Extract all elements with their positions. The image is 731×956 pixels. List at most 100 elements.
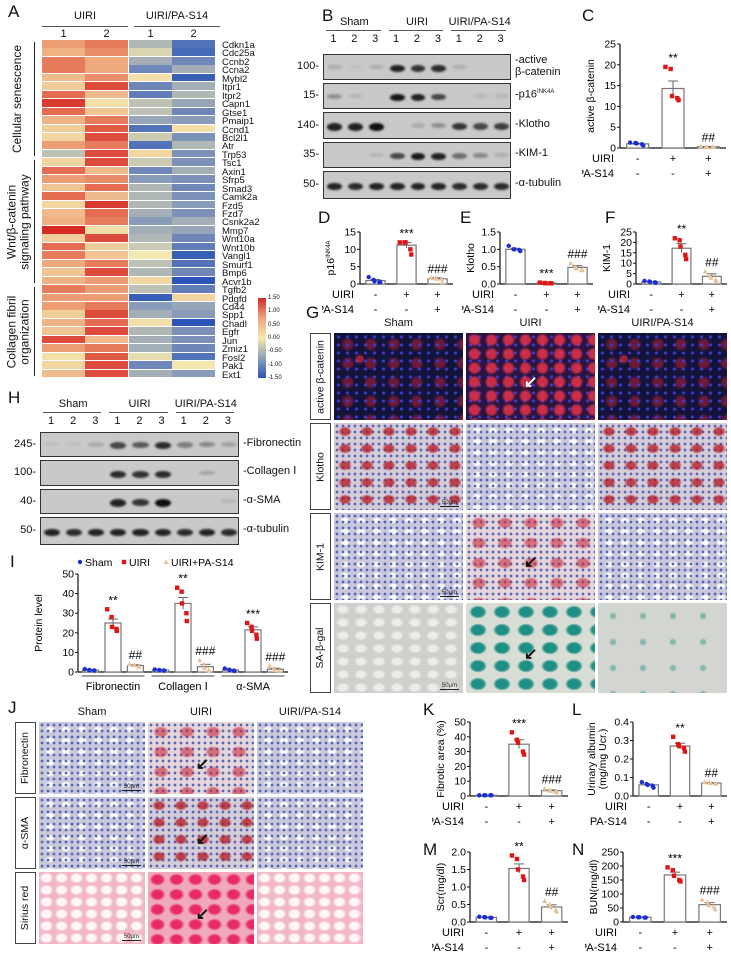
blot-band xyxy=(452,64,468,70)
blot-row xyxy=(323,142,511,168)
lane-number: 2 xyxy=(351,33,358,45)
gene-label: Csnk2a2 xyxy=(222,217,260,229)
micrograph-row-label-box xyxy=(310,603,331,693)
data-point xyxy=(554,908,560,914)
heatmap-cell xyxy=(42,158,85,166)
colorbar-tick: -1.50 xyxy=(268,374,282,381)
lane-number: 2 xyxy=(70,415,77,427)
bar-chart-c: 0 5 10 15 20 25 active β-catenin ** ## UIRI - + + PA-… xyxy=(582,39,726,180)
data-point xyxy=(707,780,713,786)
heatmap-cell xyxy=(85,369,128,378)
y-tick-label: 0.0 xyxy=(614,791,629,803)
lane-number: 3 xyxy=(497,33,504,45)
heatmap-cell xyxy=(129,234,172,242)
heatmap-cell xyxy=(172,56,215,65)
y-tick-label: 25 xyxy=(620,227,632,239)
heatmap-col: 2 xyxy=(190,28,197,40)
panel-label-h: H xyxy=(8,388,21,407)
y-tick-label: 50 xyxy=(454,717,466,729)
heatmap-cell xyxy=(85,107,128,116)
heatmap-cell xyxy=(172,65,215,73)
blot-band xyxy=(66,442,83,447)
heatmap-cell xyxy=(85,276,128,285)
data-point xyxy=(548,788,554,793)
micrograph-row-label: Fibronectin xyxy=(19,732,32,784)
condition-sign: - xyxy=(636,153,640,165)
micrograph-image xyxy=(598,333,727,420)
arrow-icon: ↙ xyxy=(524,374,538,392)
condition-sign: - xyxy=(638,927,642,939)
heatmap-cell xyxy=(129,209,172,217)
data-point xyxy=(672,236,678,241)
heatmap-cell xyxy=(172,352,215,361)
blot-band xyxy=(220,442,237,447)
heatmap-cell xyxy=(85,99,128,107)
heatmap-cell xyxy=(129,90,172,99)
micrograph-image: 50μm xyxy=(39,722,145,794)
blot-label-text: -α-tubulin xyxy=(243,523,290,535)
y-axis-label: Klotho xyxy=(465,243,477,273)
data-point xyxy=(409,252,414,257)
blot-label-text: -Klotho xyxy=(515,117,550,130)
blot-band xyxy=(66,528,83,536)
heatmap-col: 1 xyxy=(147,28,154,40)
scale-bar: 50μm xyxy=(439,500,459,507)
data-point xyxy=(184,611,189,616)
heatmap-cell xyxy=(85,65,128,73)
y-tick-label: 0.0 xyxy=(481,279,496,291)
section-bracket xyxy=(34,160,35,284)
bar-chart-e: 0.0 0.5 1.0 1.5 Klotho *** ### UIRI - + + PA-S14 - - + xyxy=(462,227,593,316)
heatmap-cell xyxy=(85,361,128,369)
blot-band xyxy=(220,528,237,536)
condition-sign: + xyxy=(403,289,409,301)
bar xyxy=(508,867,530,923)
data-point xyxy=(670,734,676,739)
blot-label-text: -Fibronectin xyxy=(243,436,302,449)
heatmap-cell xyxy=(172,99,215,107)
heatmap-cell xyxy=(85,301,128,310)
y-tick-label: 100 xyxy=(601,889,619,901)
y-tick-label: 40 xyxy=(454,731,466,743)
heatmap-cell xyxy=(129,293,172,302)
blot-group-label: UIRI/PA-S14 xyxy=(448,16,511,28)
significance-marker: ## xyxy=(705,766,719,780)
micrograph-row-label-box xyxy=(15,722,36,794)
blot-band xyxy=(347,64,363,69)
condition-sign: - xyxy=(405,304,409,316)
micrograph-image: ↙ xyxy=(148,797,254,869)
data-point xyxy=(669,93,675,99)
condition-sign: + xyxy=(543,289,549,301)
micrograph-column-label: UIRI xyxy=(190,706,212,718)
data-point xyxy=(136,664,142,670)
y-axis-label-text: KIM-1 xyxy=(601,244,613,272)
bar xyxy=(174,602,192,673)
condition-sign: - xyxy=(678,816,682,828)
bar-chart-k: 0 10 20 30 40 50 Fibrotic area (%) *** ### UIRI - +… xyxy=(432,716,568,828)
data-point xyxy=(642,278,647,284)
data-point xyxy=(222,666,227,671)
significance-marker: ## xyxy=(702,130,716,144)
heatmap-cell xyxy=(42,56,85,65)
condition-label: PA-S14 xyxy=(322,304,354,316)
lane-number: 3 xyxy=(92,415,99,427)
condition-sign: + xyxy=(548,801,554,813)
y-axis-label-text: active β-catenin xyxy=(585,59,597,133)
data-point xyxy=(206,668,212,674)
bar xyxy=(540,906,563,923)
blot-band xyxy=(110,499,127,507)
bar xyxy=(396,244,417,285)
y-tick-label: 20 xyxy=(62,627,74,639)
significance-marker: ** xyxy=(178,572,188,586)
gene-label: Fosl2 xyxy=(222,352,246,364)
heatmap-cell xyxy=(172,73,215,82)
data-point xyxy=(152,667,157,672)
blot-row xyxy=(40,489,239,514)
scale-bar: 50μm xyxy=(439,590,459,597)
heatmap-cell xyxy=(172,285,215,293)
condition-sign: - xyxy=(647,801,651,813)
heatmap-cell xyxy=(85,40,128,48)
gene-label: Pmaip1 xyxy=(222,116,255,128)
molecular-weight: 50- xyxy=(20,524,36,536)
micrograph-column-label: Sham xyxy=(77,706,107,718)
colorbar xyxy=(258,298,266,378)
